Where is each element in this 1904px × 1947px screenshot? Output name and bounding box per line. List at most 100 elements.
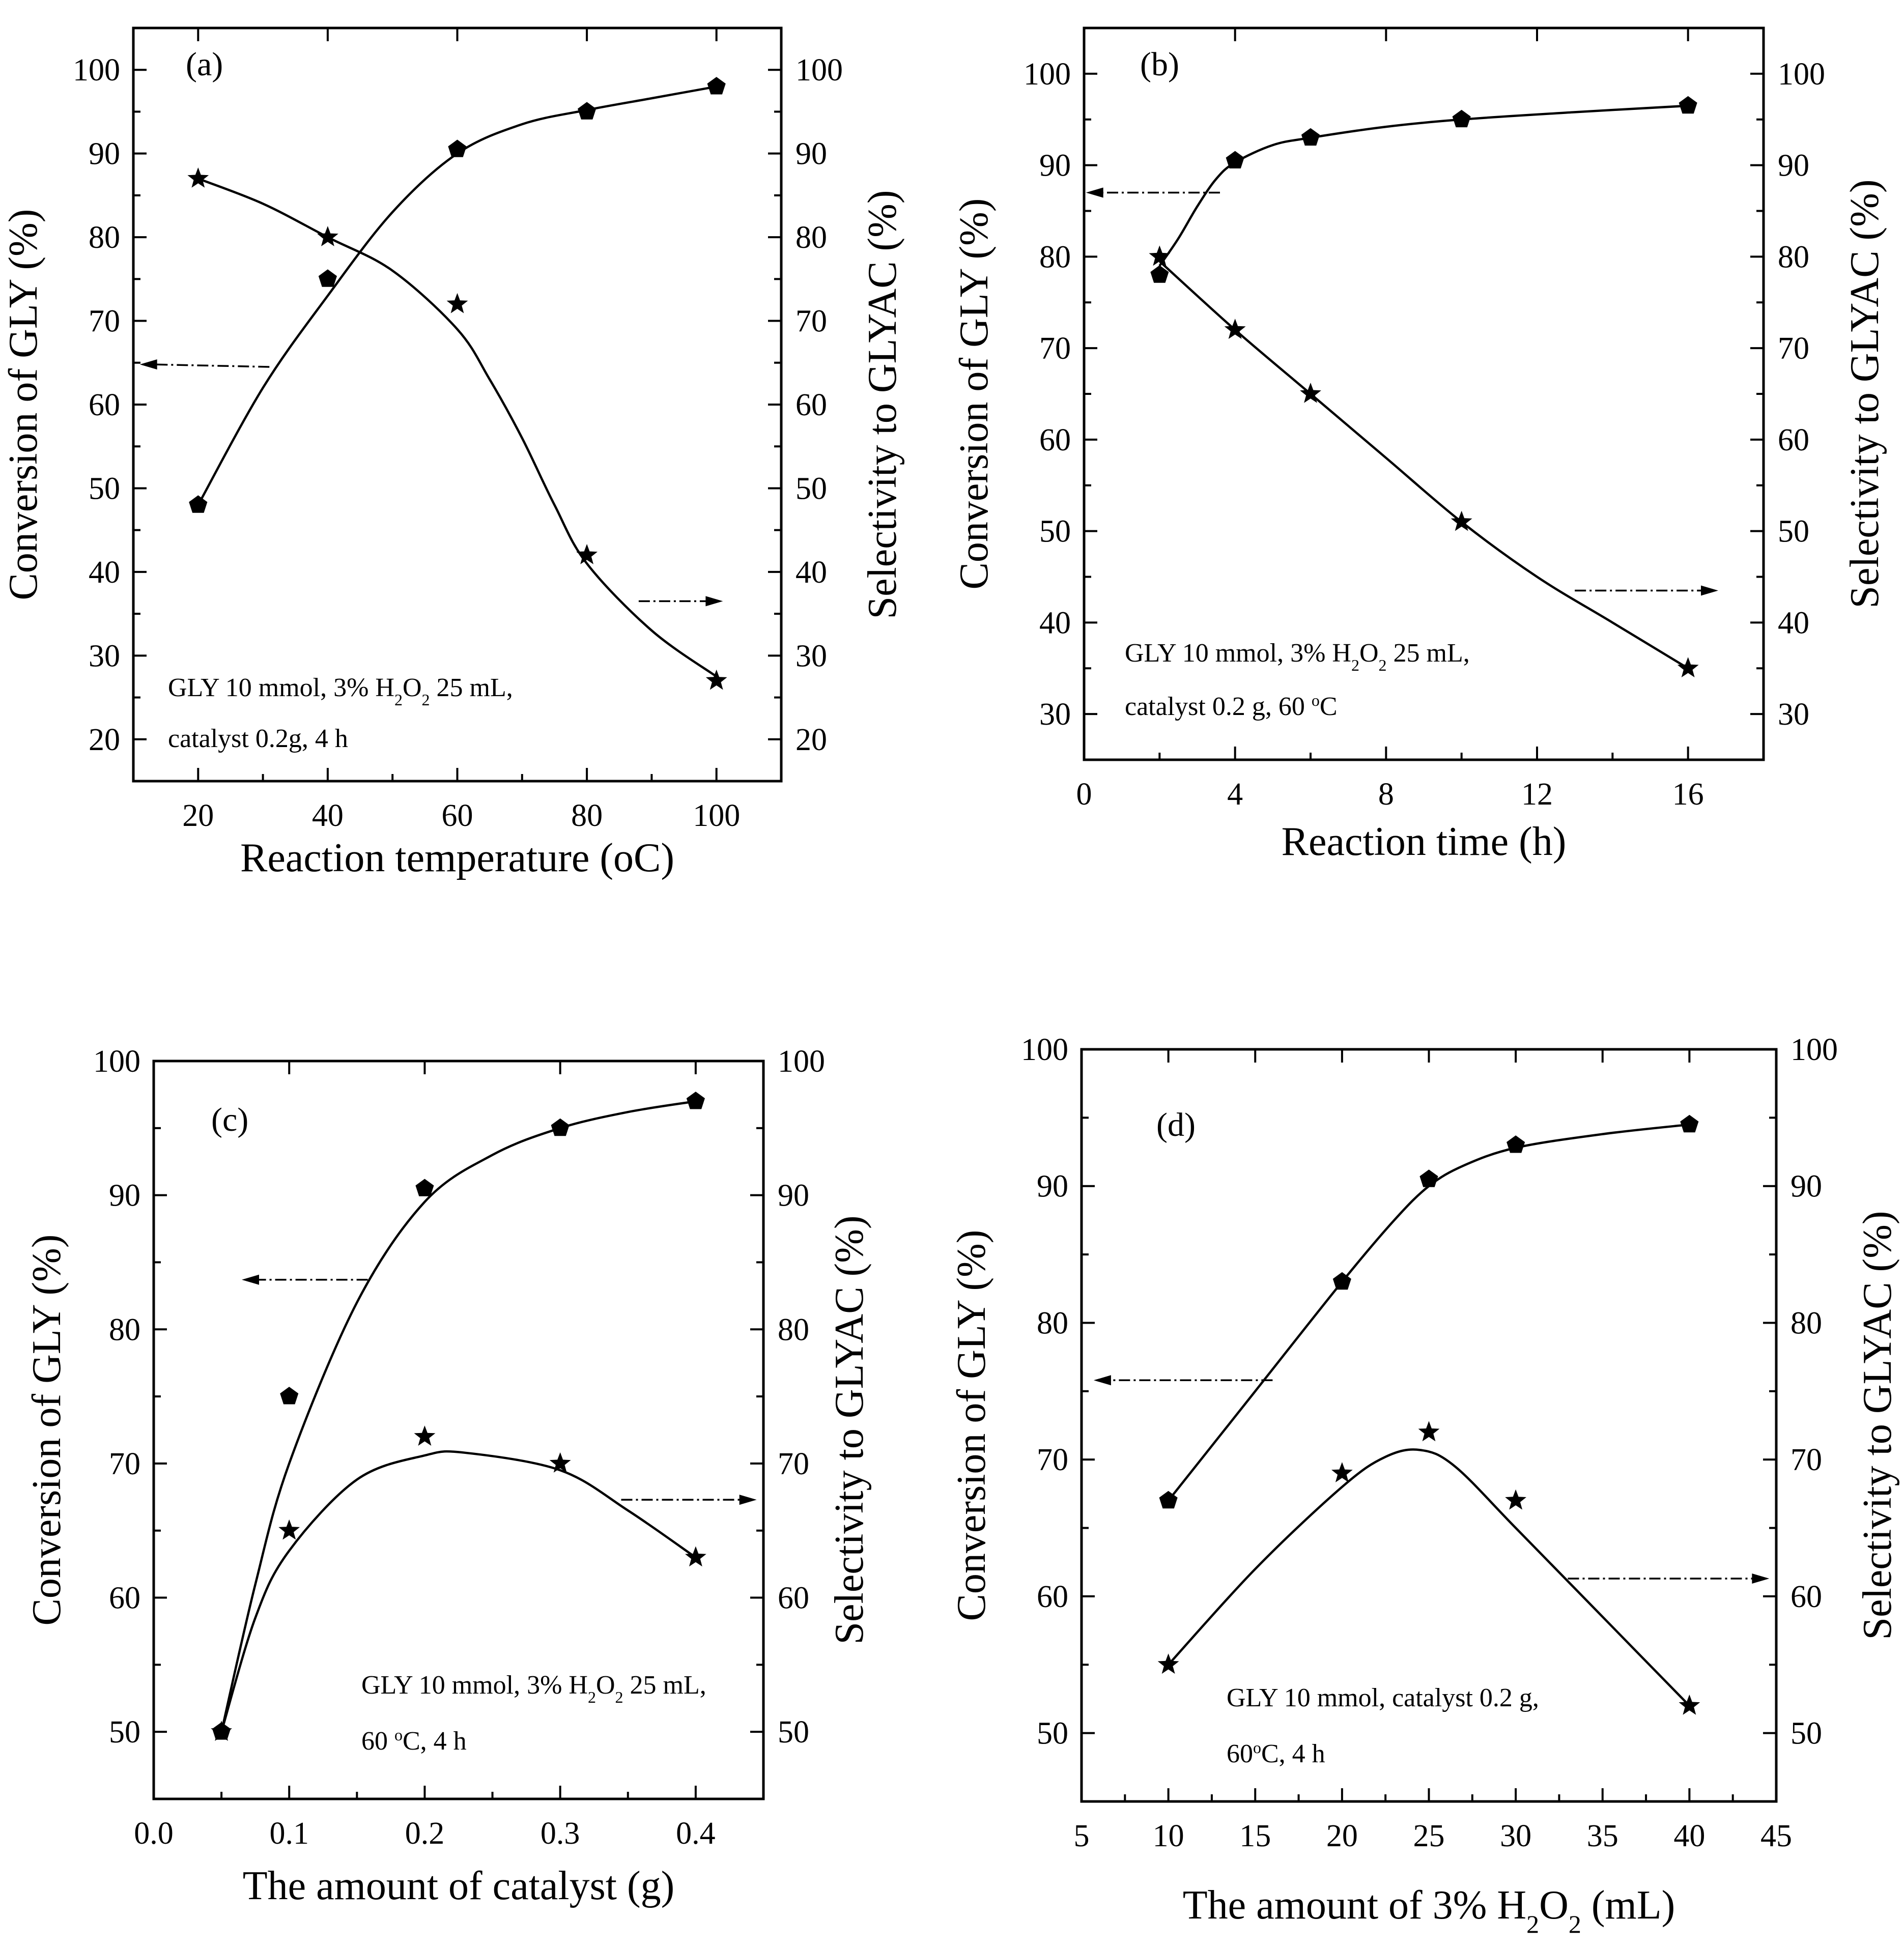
x-tick-label: 4 (1227, 777, 1243, 812)
y-right-tick-label: 80 (1778, 240, 1809, 274)
conversion-fit-curve (197, 85, 717, 506)
panel-label: (d) (1156, 1106, 1196, 1143)
selectivity-point (1224, 319, 1246, 339)
conversion-point (1680, 1114, 1699, 1133)
y-right-tick-label: 50 (778, 1715, 809, 1750)
y-left-tick-label: 40 (1039, 606, 1071, 640)
y-left-tick-label: 100 (73, 53, 120, 88)
plot-frame (152, 1060, 765, 1800)
selectivity-fit-curve (1158, 260, 1689, 670)
conditions-note-line: 60oC, 4 h (1227, 1738, 1325, 1768)
y-right-tick-label: 80 (795, 220, 827, 255)
x-tick-label: 60 (442, 798, 473, 833)
y-right-tick-label: 90 (795, 137, 827, 171)
x-tick-label: 0.4 (676, 1816, 716, 1851)
arrow-head (705, 596, 723, 607)
y-right-tick-label: 90 (778, 1179, 809, 1213)
y-right-tick-label: 70 (1791, 1443, 1822, 1477)
selectivity-point (549, 1452, 571, 1473)
x-tick-label: 12 (1521, 777, 1553, 812)
y-left-tick-label: 50 (109, 1715, 140, 1750)
selectivity-fit-curve (197, 177, 717, 678)
selectivity-point (414, 1425, 436, 1446)
arrow-head (1701, 585, 1718, 596)
y-left-tick-label: 20 (89, 723, 120, 757)
x-axis-title: The amount of catalyst (g) (243, 1864, 675, 1908)
y-left-tick-label: 90 (1039, 149, 1071, 183)
y-right-tick-label: 40 (1778, 606, 1809, 640)
y-left-tick-label: 100 (1024, 57, 1071, 92)
selectivity-point (187, 167, 209, 188)
y-right-tick-label: 100 (1791, 1033, 1838, 1067)
y-right-axis-title: Selectivity to GLYAC (%) (1855, 1211, 1900, 1640)
selectivity-fit-curve (220, 1450, 697, 1732)
y-left-tick-label: 90 (89, 137, 120, 171)
y-left-tick-label: 40 (89, 555, 120, 590)
y-left-axis-title: Conversion of GLY (%) (1, 209, 46, 600)
conversion-point (448, 139, 467, 157)
y-left-tick-label: 80 (89, 220, 120, 255)
y-left-tick-label: 100 (1021, 1033, 1068, 1067)
selectivity-point (317, 226, 338, 246)
panel-label: (b) (1140, 46, 1179, 83)
x-tick-label: 0.1 (269, 1816, 309, 1851)
arrow-head (1093, 1375, 1111, 1386)
y-left-tick-label: 30 (89, 639, 120, 673)
y-left-tick-label: 70 (1037, 1443, 1068, 1477)
y-left-tick-label: 80 (109, 1312, 140, 1347)
y-right-tick-label: 70 (795, 304, 827, 339)
y-right-tick-label: 20 (795, 723, 827, 757)
y-left-tick-label: 60 (89, 388, 120, 422)
conversion-point (578, 102, 596, 120)
x-tick-label: 20 (1326, 1819, 1358, 1853)
conversion-point (1452, 109, 1471, 128)
arrow-head (242, 1274, 259, 1285)
y-right-axis-title: Selectivity to GLYAC (%) (827, 1216, 872, 1645)
x-tick-label: 40 (312, 798, 344, 833)
x-tick-label: 0.2 (405, 1816, 445, 1851)
x-tick-label: 10 (1153, 1819, 1184, 1853)
conversion-fit-curve (1167, 1123, 1690, 1502)
y-left-axis-title: Conversion of GLY (%) (952, 198, 997, 590)
y-left-tick-label: 60 (109, 1581, 140, 1616)
conversion-point (1332, 1272, 1351, 1290)
x-tick-label: 5 (1074, 1819, 1090, 1853)
y-left-tick-label: 80 (1039, 240, 1071, 274)
selectivity-point (1331, 1462, 1353, 1482)
conversion-point (280, 1387, 299, 1405)
panel-label: (c) (211, 1101, 248, 1138)
selectivity-point (211, 1721, 232, 1741)
conversion-point (1159, 1491, 1178, 1509)
conditions-note-line: catalyst 0.2g, 4 h (168, 724, 348, 753)
y-left-tick-label: 70 (89, 304, 120, 339)
x-tick-label: 0.3 (541, 1816, 580, 1851)
conversion-point (1150, 265, 1169, 283)
y-right-tick-label: 70 (778, 1447, 809, 1481)
conditions-note-line: 60 oC, 4 h (361, 1726, 467, 1756)
y-right-tick-label: 50 (1778, 514, 1809, 549)
y-right-tick-label: 50 (795, 471, 827, 506)
selectivity-point (1679, 1694, 1700, 1715)
panel-b: 0 4 8 12 16 30 40 50 60 70 80 90 100 30 40 50 60 70 80 90 10… (952, 26, 1887, 864)
x-tick-label: 45 (1760, 1819, 1792, 1853)
y-right-tick-label: 60 (778, 1581, 809, 1616)
x-axis-title: Reaction time (h) (1282, 819, 1567, 864)
y-right-tick-label: 100 (1778, 57, 1825, 92)
y-left-tick-label: 100 (93, 1044, 140, 1079)
conditions-note-line: GLY 10 mmol, 3% H2O2 25 mL, (168, 673, 513, 709)
selectivity-point (446, 293, 468, 313)
y-left-axis-title: Conversion of GLY (%) (949, 1230, 994, 1621)
y-right-axis-title: Selectivity to GLYAC (%) (860, 190, 905, 619)
y-left-tick-label: 60 (1039, 423, 1071, 457)
y-right-tick-label: 100 (795, 53, 843, 88)
y-right-tick-label: 60 (795, 388, 827, 422)
selectivity-point (1157, 1653, 1179, 1674)
y-right-tick-label: 40 (795, 555, 827, 590)
conversion-fit-curve (1158, 104, 1688, 267)
selectivity-point (1418, 1421, 1440, 1442)
y-right-tick-label: 30 (1778, 697, 1809, 732)
y-right-tick-label: 50 (1791, 1716, 1822, 1751)
x-tick-label: 8 (1378, 777, 1394, 812)
y-right-tick-label: 30 (795, 639, 827, 673)
